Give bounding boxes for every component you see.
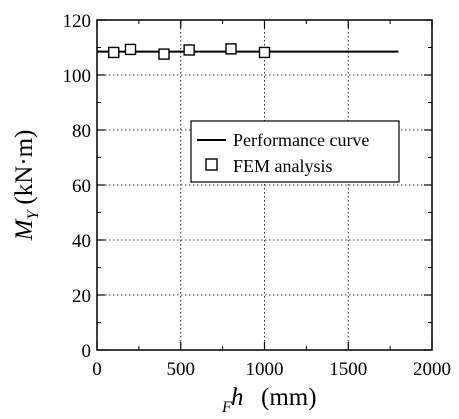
legend-square-sample [205, 158, 218, 171]
y-axis-subscript: Y [25, 209, 42, 220]
ticks [96, 19, 433, 351]
x-tick-label: 500 [167, 359, 196, 380]
y-axis-title: MY (kN·m) [11, 130, 42, 242]
y-tick-label: 20 [72, 286, 91, 307]
legend: Performance curve FEM analysis [190, 120, 400, 183]
legend-label-fem-analysis: FEM analysis [233, 156, 333, 176]
x-tick-label: 0 [92, 359, 102, 380]
fem-analysis-point [183, 44, 195, 56]
x-tick-label: 1500 [329, 359, 367, 380]
y-tick-label: 80 [72, 121, 91, 142]
y-axis-unit: (kN·m) [11, 130, 38, 205]
x-tick-label: 1000 [246, 359, 284, 380]
y-tick-label: 60 [72, 176, 91, 197]
grid [97, 20, 432, 350]
y-axis-symbol: M [11, 218, 38, 241]
y-tick-label: 100 [63, 66, 92, 87]
series-layer [97, 43, 399, 60]
fem-analysis-point [258, 46, 271, 59]
legend-label-performance-curve: Performance curve [233, 130, 369, 150]
y-tick-label: 120 [63, 11, 92, 32]
x-axis-unit: (mm) [261, 384, 317, 411]
fem-analysis-point [124, 43, 137, 56]
y-tick-label: 0 [82, 341, 92, 362]
x-axis-subscript: F [221, 399, 232, 416]
fem-analysis-point [108, 46, 120, 59]
fem-analysis-point [225, 43, 237, 55]
x-axis-symbol: h [231, 384, 244, 411]
legend-box [190, 120, 400, 183]
tick-labels: 0 500 1000 1500 2000 0 20 40 60 80 100 120 [63, 11, 452, 380]
x-axis-title: F h (mm) [221, 384, 317, 416]
y-tick-label: 40 [72, 231, 91, 252]
x-tick-label: 2000 [413, 359, 451, 380]
fem-analysis-point [158, 48, 170, 60]
